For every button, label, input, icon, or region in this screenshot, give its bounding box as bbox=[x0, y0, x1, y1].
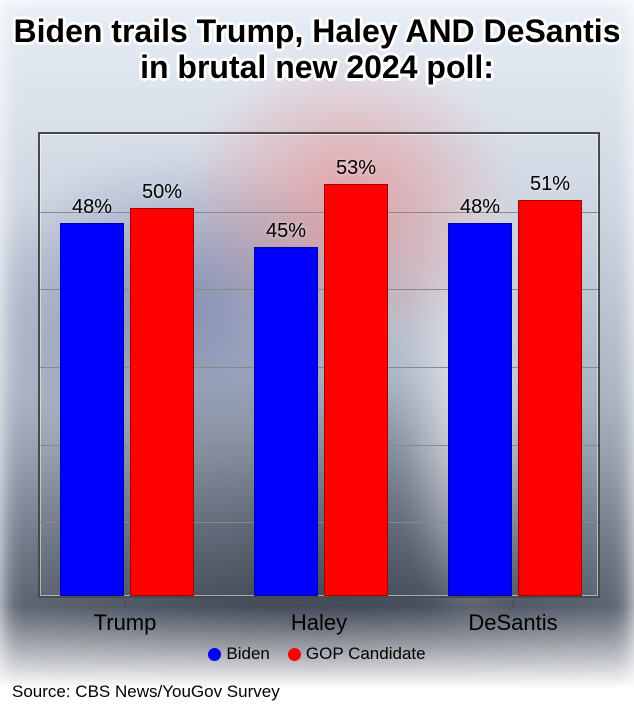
bar-group: 48% 50% bbox=[60, 130, 194, 596]
source-attribution: Source: CBS News/YouGov Survey bbox=[12, 682, 280, 702]
bar-gop bbox=[518, 200, 582, 596]
bar-gop bbox=[324, 184, 388, 596]
legend-marker-icon bbox=[208, 648, 221, 661]
legend-item: GOP Candidate bbox=[288, 644, 426, 664]
bar-value-label: 53% bbox=[324, 157, 388, 180]
bar-value-label: 50% bbox=[130, 181, 194, 204]
category-label: Haley bbox=[239, 610, 399, 636]
bar-value-label: 51% bbox=[518, 173, 582, 196]
axis-tick bbox=[319, 600, 320, 608]
bar-value-label: 48% bbox=[448, 196, 512, 219]
bar-biden bbox=[254, 247, 318, 597]
legend-label: Biden bbox=[226, 644, 269, 664]
chart-legend: Biden GOP Candidate bbox=[0, 644, 634, 664]
bar-value-label: 48% bbox=[60, 196, 124, 219]
legend-item: Biden bbox=[208, 644, 269, 664]
headline-title: Biden trails Trump, Haley AND DeSantis i… bbox=[0, 14, 634, 86]
bar-biden bbox=[60, 223, 124, 596]
bar-biden bbox=[448, 223, 512, 596]
legend-marker-icon bbox=[288, 648, 301, 661]
category-label: Trump bbox=[45, 610, 205, 636]
axis-tick bbox=[513, 600, 514, 608]
chart-plot-area: 48% 50% 45% 53% 48% 51% bbox=[38, 132, 600, 598]
bar-value-label: 45% bbox=[254, 220, 318, 243]
infographic-container: Biden trails Trump, Haley AND DeSantis i… bbox=[0, 0, 634, 716]
bar-group: 45% 53% bbox=[254, 130, 388, 596]
bar-group: 48% 51% bbox=[448, 130, 582, 596]
category-label: DeSantis bbox=[433, 610, 593, 636]
legend-label: GOP Candidate bbox=[306, 644, 426, 664]
bar-gop bbox=[130, 208, 194, 596]
axis-tick bbox=[125, 600, 126, 608]
